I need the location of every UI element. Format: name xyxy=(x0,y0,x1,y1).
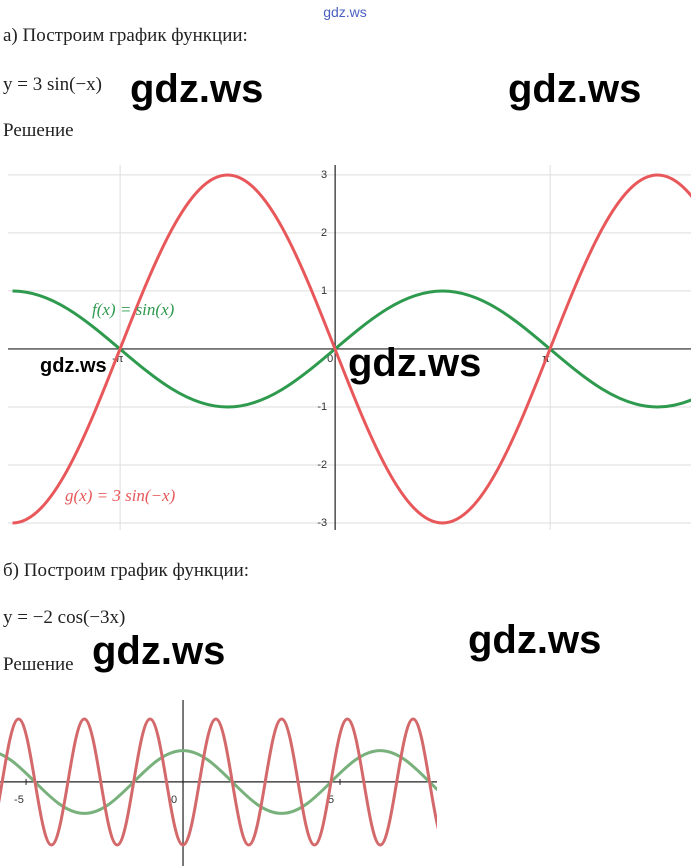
y-tick-label: 1 xyxy=(321,285,327,297)
chart-b-curves xyxy=(0,717,437,847)
x-tick-label: 0 xyxy=(171,794,177,806)
x-tick-label: -π xyxy=(112,353,124,365)
y-tick-label: -3 xyxy=(317,517,327,529)
curve-g xyxy=(12,173,691,525)
watermark: gdz.ws xyxy=(348,341,481,385)
y-tick-label: 2 xyxy=(321,227,327,239)
chart-b: -5 0 5 xyxy=(0,700,437,866)
watermark: gdz.ws xyxy=(40,355,107,377)
chart-a-curves xyxy=(12,173,691,525)
heading: а) Построим график функции: xyxy=(3,25,248,46)
curve-label: f(x) = sin(x) xyxy=(92,300,175,319)
curve-h xyxy=(0,717,437,847)
solution-label: Решение xyxy=(3,120,74,141)
curve-label: g(x) = 3 sin(−x) xyxy=(65,486,176,505)
curve-f xyxy=(12,289,691,409)
heading: б) Построим график функции: xyxy=(3,560,249,581)
formula: y = 3 sin(−x) xyxy=(3,74,102,95)
watermark: gdz.ws xyxy=(508,67,641,111)
x-tick-label: 5 xyxy=(328,794,334,806)
watermark: gdz.ws xyxy=(468,618,601,662)
watermark-top: gdz.ws xyxy=(323,4,367,20)
x-tick-label: 0 xyxy=(327,353,333,365)
watermark: gdz.ws xyxy=(92,629,225,673)
formula: y = −2 cos(−3x) xyxy=(3,607,125,628)
watermark: gdz.ws xyxy=(130,67,263,111)
solution-label: Решение xyxy=(3,654,74,675)
y-tick-label: 3 xyxy=(321,169,327,181)
y-tick-label: -1 xyxy=(317,401,327,413)
y-tick-label: -2 xyxy=(317,459,327,471)
x-tick-label: -5 xyxy=(14,794,24,806)
